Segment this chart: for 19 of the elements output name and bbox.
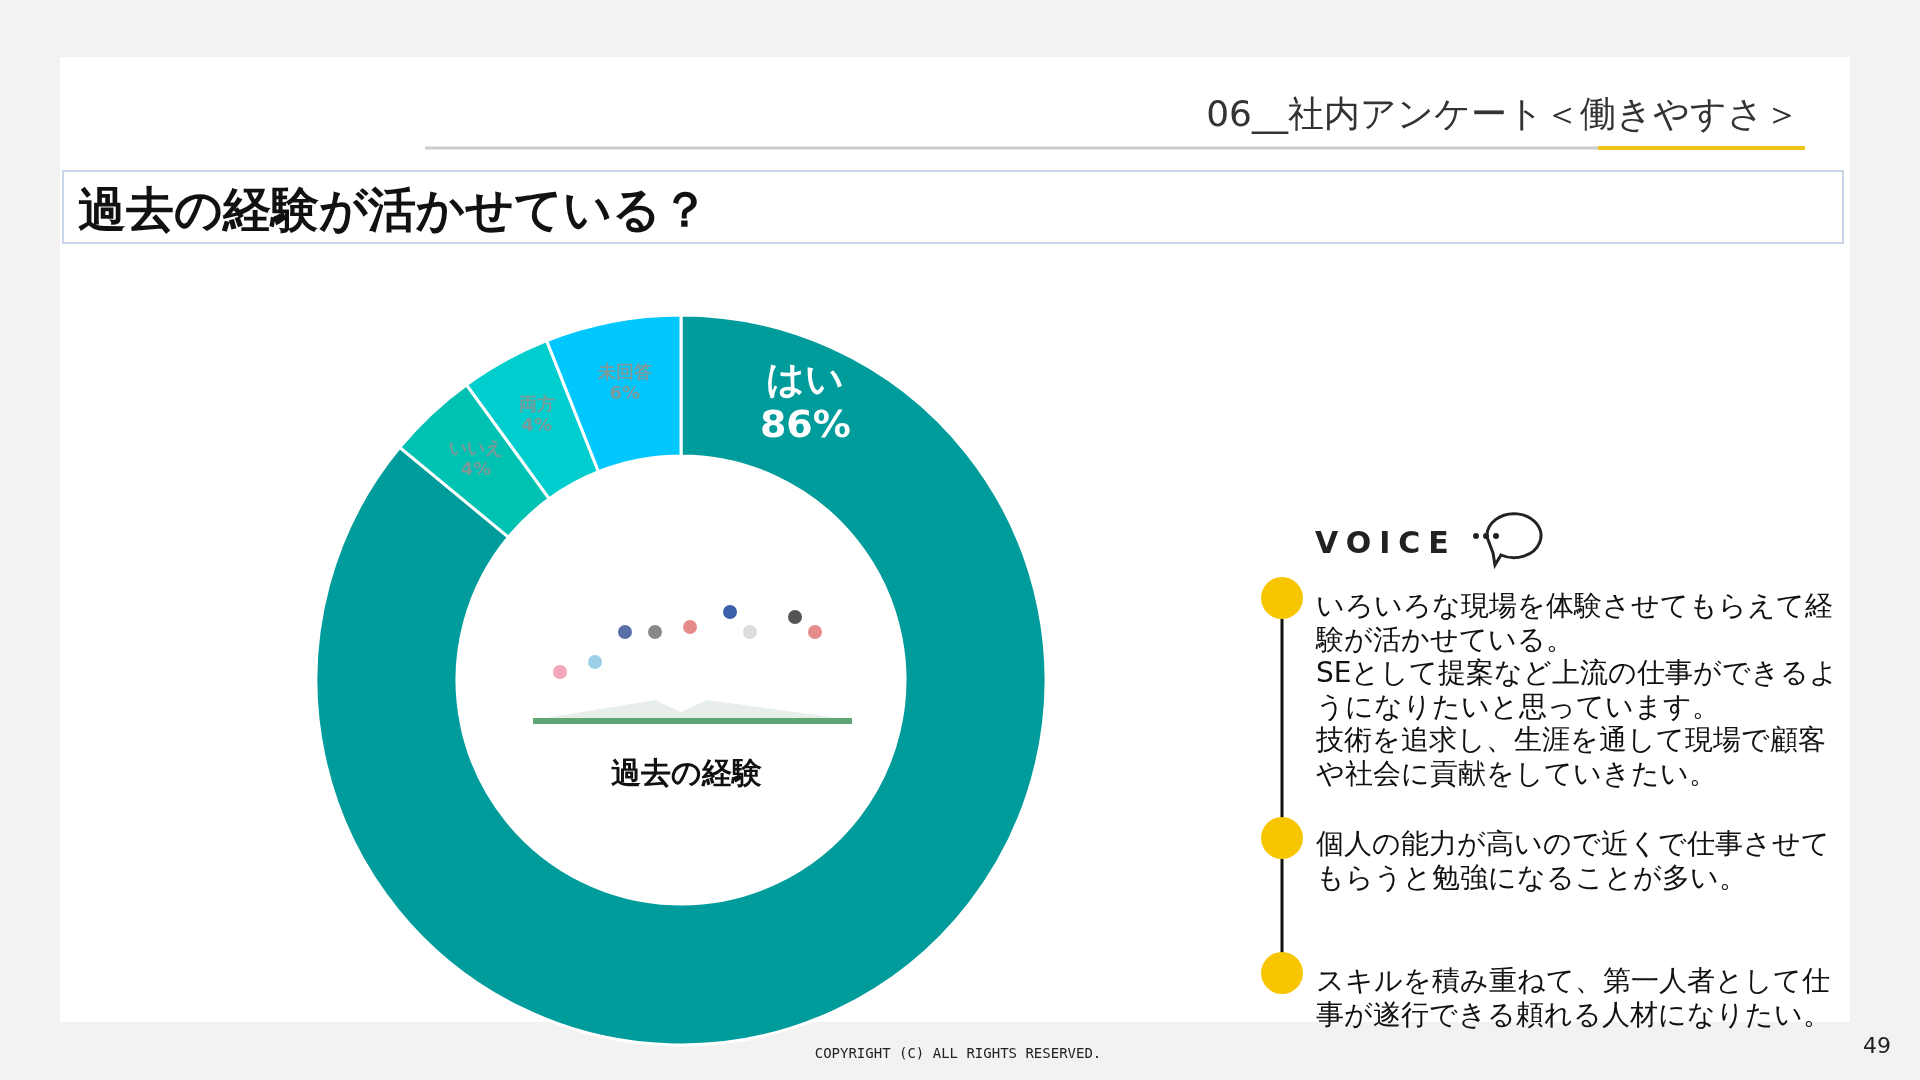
text: いろいろな現場を体験させてもらえて経験が活かせている。 (1315, 589, 1833, 656)
text: SEとして提案など上流の仕事ができるようになりたいと思っています。 (1316, 656, 1839, 723)
slice-label: 未回答 (596, 360, 652, 382)
text: 技術を追求し、生涯を通して現場で顧客や社会に貢献をしていきたい。 (1315, 723, 1826, 790)
text: 過去の経験 (610, 755, 762, 790)
text: スキルを積み重ねて、第一人者として仕事が遂行できる頼れる人材になりたい。 (1316, 964, 1831, 1031)
slice-label: いいえ (448, 436, 503, 458)
data-label: 6% (609, 382, 641, 404)
data-label: 4% (521, 414, 552, 436)
text: 個人の能力が高いので近くで仕事させてもらうと勉強になることが多い。 (1316, 827, 1830, 894)
data-label: 4% (460, 458, 492, 480)
slice-label: 両方 (518, 392, 555, 414)
slice-label: はい (766, 356, 845, 401)
data-label: 86% (759, 402, 851, 447)
text: COPYRIGHT (C) ALL RIGHTS RESERVED. (814, 1045, 1102, 1061)
text: 06__社内アンケート＜働きやすさ＞ (1206, 93, 1800, 134)
text: 49 (1863, 1033, 1891, 1058)
text: VOICE (1315, 525, 1457, 560)
chart-title: 過去の経験が活かせている？ (78, 181, 709, 237)
